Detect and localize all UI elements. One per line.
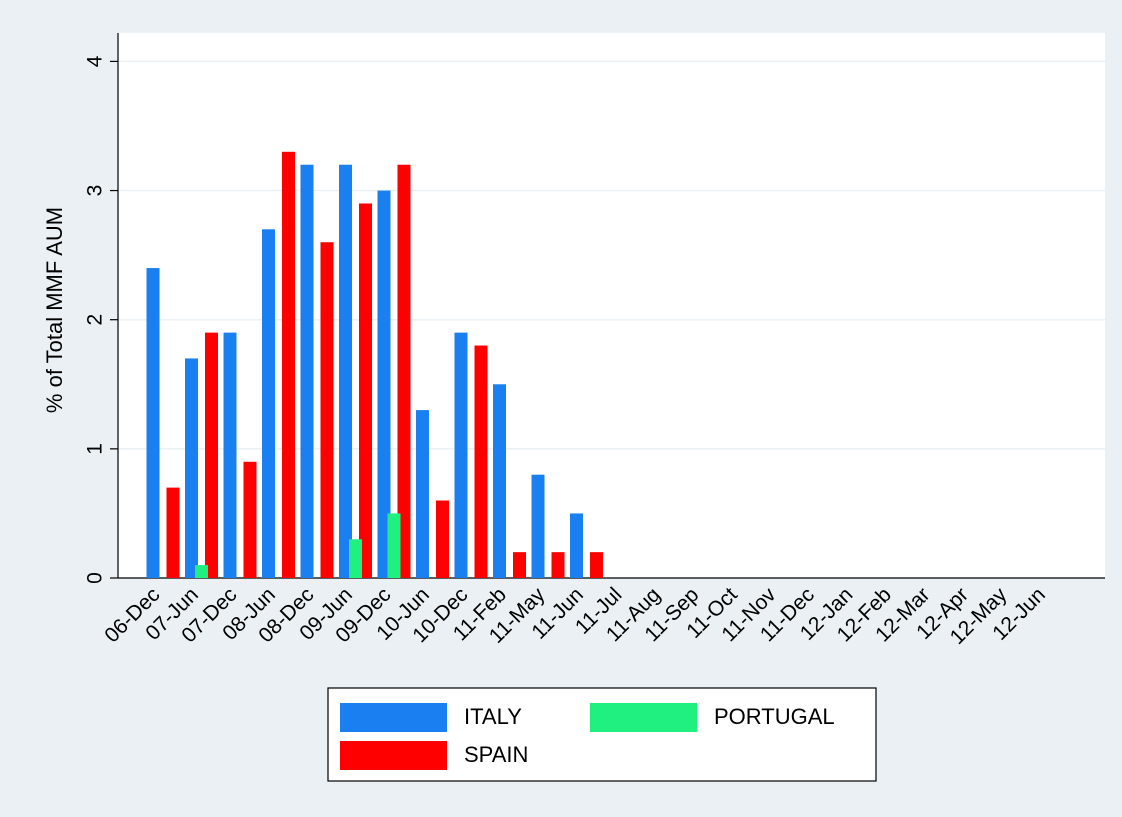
legend-swatch: [340, 703, 447, 732]
legend-label: SPAIN: [464, 742, 528, 767]
legend-swatch: [340, 741, 447, 770]
bar: [262, 229, 275, 578]
bar: [300, 164, 314, 578]
bar: [166, 487, 180, 578]
bar: [397, 164, 411, 578]
bar: [349, 539, 362, 578]
y-tick-label: 2: [84, 314, 107, 326]
bar: [359, 203, 372, 578]
bar: [377, 190, 391, 578]
bar: [474, 345, 488, 578]
bar: [493, 384, 506, 578]
bar: [513, 552, 526, 578]
y-tick-label: 0: [84, 572, 107, 584]
bar: [146, 268, 160, 578]
bar: [416, 410, 429, 578]
y-tick-label: 1: [84, 443, 107, 455]
legend-label: ITALY: [464, 704, 522, 729]
bar: [195, 565, 208, 578]
legend-swatch: [590, 703, 697, 732]
bar: [339, 164, 352, 578]
bar: [454, 332, 468, 578]
bar: [531, 474, 545, 578]
y-axis-label: % of Total MMF AUM: [42, 207, 67, 413]
bar: [185, 358, 198, 578]
bar: [282, 151, 295, 578]
y-tick-label: 4: [84, 55, 107, 67]
bar: [205, 332, 218, 578]
bar: [243, 461, 257, 578]
bar: [436, 500, 449, 578]
bar: [590, 552, 603, 578]
bar: [223, 332, 237, 578]
legend-label: PORTUGAL: [714, 704, 835, 729]
bar: [570, 513, 583, 578]
bar: [551, 552, 565, 578]
bar: [387, 513, 401, 578]
y-tick-label: 3: [84, 185, 107, 197]
bar: [320, 242, 334, 578]
